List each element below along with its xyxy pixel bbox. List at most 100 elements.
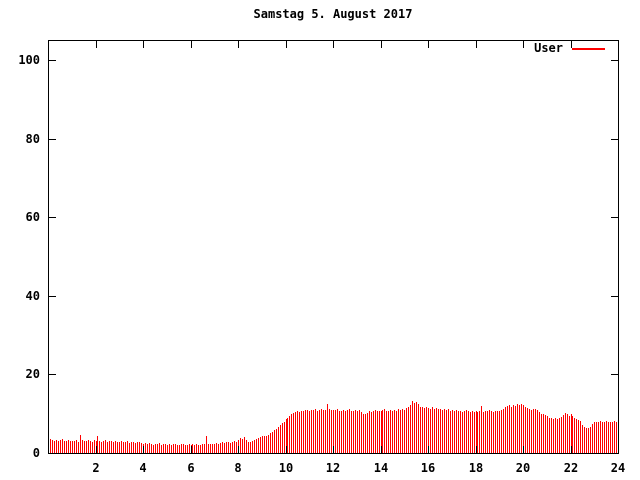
data-bar — [343, 410, 344, 453]
data-bar — [474, 412, 475, 453]
data-bar — [452, 410, 453, 453]
data-bar — [321, 409, 322, 453]
data-bar — [159, 443, 160, 453]
data-bar — [198, 445, 199, 453]
data-bar — [373, 411, 374, 453]
data-bar — [337, 409, 338, 453]
data-bar — [250, 442, 251, 453]
data-bar — [472, 411, 473, 453]
x-tick-label: 24 — [611, 461, 625, 475]
data-bar — [167, 445, 168, 453]
data-bar — [319, 410, 320, 453]
data-bar — [600, 421, 601, 453]
data-bar — [477, 412, 478, 453]
data-bar — [82, 440, 83, 453]
data-bar — [169, 444, 170, 453]
data-bar — [398, 409, 399, 453]
data-bar — [588, 428, 589, 453]
data-bar — [311, 410, 312, 453]
x-tick-label: 12 — [326, 461, 340, 475]
data-bar — [580, 421, 581, 453]
data-bar — [84, 441, 85, 453]
data-bar — [86, 441, 87, 453]
data-bar — [179, 445, 180, 453]
data-bar — [440, 409, 441, 453]
data-bar — [392, 411, 393, 453]
data-bar — [80, 435, 81, 453]
data-bar — [505, 407, 506, 453]
data-bar — [123, 442, 124, 453]
data-bar — [202, 444, 203, 453]
data-bar — [309, 411, 310, 453]
x-tick-label: 22 — [564, 461, 578, 475]
data-bar — [499, 411, 500, 453]
data-bar — [491, 411, 492, 453]
data-bar — [270, 433, 271, 453]
data-bar — [228, 442, 229, 453]
data-bar — [284, 422, 285, 453]
data-bar — [97, 436, 98, 453]
data-bar — [171, 445, 172, 453]
data-bar — [501, 410, 502, 453]
data-bar — [495, 411, 496, 453]
data-bar — [187, 445, 188, 453]
data-bar — [291, 414, 292, 453]
data-bar — [54, 441, 55, 453]
data-bar — [353, 411, 354, 453]
data-bar — [305, 410, 306, 453]
data-bar — [234, 441, 235, 453]
data-bar — [147, 444, 148, 453]
data-bar — [454, 411, 455, 453]
data-bar — [361, 412, 362, 453]
data-bar — [563, 415, 564, 453]
data-bar — [406, 408, 407, 453]
data-bar — [375, 410, 376, 453]
data-bar — [462, 412, 463, 453]
data-bar — [208, 444, 209, 453]
data-bar — [464, 411, 465, 453]
data-bar — [535, 409, 536, 453]
data-bar — [220, 443, 221, 453]
data-bar — [333, 410, 334, 453]
data-bar — [173, 444, 174, 453]
y-tick-label: 20 — [26, 367, 40, 381]
data-bar — [76, 440, 77, 453]
data-bar — [232, 442, 233, 453]
data-bar — [175, 444, 176, 453]
data-bar — [483, 412, 484, 453]
data-bar — [572, 416, 573, 453]
data-bar — [468, 411, 469, 453]
data-bar — [66, 441, 67, 453]
y-tick-label: 40 — [26, 289, 40, 303]
data-bar — [272, 432, 273, 453]
data-bar — [384, 409, 385, 453]
data-bar — [216, 443, 217, 453]
data-bar — [99, 441, 100, 453]
data-bar — [295, 412, 296, 453]
data-bar — [282, 423, 283, 453]
data-bar — [531, 410, 532, 453]
data-bar — [394, 410, 395, 453]
data-bar — [101, 442, 102, 453]
data-bar — [137, 442, 138, 453]
data-bar — [280, 425, 281, 453]
x-tick-label: 2 — [92, 461, 99, 475]
data-bar — [135, 443, 136, 453]
data-bar — [268, 435, 269, 453]
data-bar — [355, 410, 356, 453]
data-bar — [315, 409, 316, 453]
data-bar — [325, 410, 326, 453]
data-bar — [487, 411, 488, 453]
data-bar — [258, 438, 259, 453]
data-bar — [286, 419, 287, 453]
data-bar — [115, 441, 116, 453]
data-bar — [470, 412, 471, 453]
data-bar — [90, 441, 91, 453]
data-bar — [289, 416, 290, 453]
data-bar — [438, 409, 439, 453]
data-bar — [131, 442, 132, 453]
data-bar — [109, 441, 110, 453]
data-bar — [426, 407, 427, 453]
data-bar — [578, 420, 579, 453]
